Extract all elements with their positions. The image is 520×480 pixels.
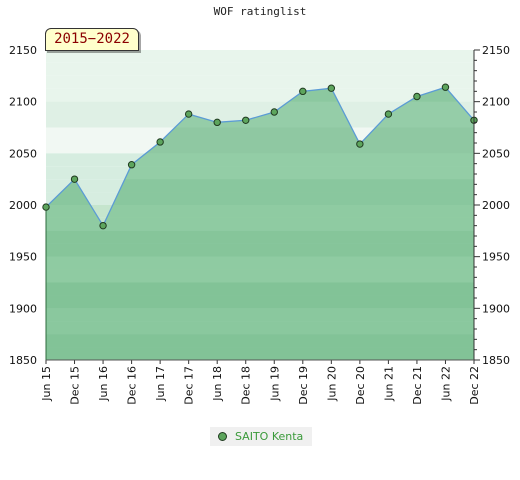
- plot-band: [46, 62, 474, 76]
- data-point: [384, 110, 393, 118]
- y-tick-label-right: 2050: [482, 147, 510, 160]
- y-tick-label-right: 1900: [482, 302, 510, 315]
- x-tick-label: Dec 16: [126, 366, 139, 405]
- area-stripe: [46, 334, 474, 360]
- x-tick-label: Jun 19: [268, 366, 281, 402]
- y-tick-label-right: 2150: [482, 44, 510, 57]
- data-point: [42, 203, 50, 211]
- x-tick-label: Jun 18: [211, 366, 224, 402]
- data-point: [242, 116, 250, 124]
- x-tick-label: Dec 22: [468, 366, 481, 405]
- area-stripe: [46, 282, 474, 309]
- series-area: [46, 87, 474, 360]
- x-tick-label: Dec 15: [69, 366, 82, 405]
- y-tick-label-right: 1950: [482, 251, 510, 264]
- data-point: [441, 83, 450, 91]
- data-point: [270, 108, 278, 116]
- period-badge: 2015−2022: [45, 28, 139, 51]
- data-point: [127, 161, 136, 169]
- plot-band: [46, 75, 474, 89]
- data-point: [299, 87, 307, 96]
- data-point: [156, 138, 164, 146]
- area-stripe: [46, 230, 474, 257]
- data-point: [327, 84, 336, 92]
- data-point: [413, 92, 421, 101]
- x-tick-label: Jun 22: [439, 366, 452, 402]
- y-tick-label-left: 1850: [9, 354, 37, 367]
- x-tick-label: Jun 16: [97, 366, 110, 402]
- y-tick-label-right: 2000: [482, 199, 510, 212]
- data-point: [99, 221, 107, 230]
- legend-label: SAITO Kenta: [235, 430, 304, 443]
- y-tick-label-left: 1900: [9, 302, 37, 315]
- y-tick-label-right: 2100: [482, 96, 510, 109]
- plot-band: [46, 88, 474, 102]
- x-tick-label: Jun 15: [40, 366, 53, 402]
- x-tick-label: Dec 18: [240, 366, 253, 405]
- y-tick-label-right: 1850: [482, 354, 510, 367]
- data-point: [70, 175, 79, 183]
- x-tick-label: Dec 17: [183, 366, 196, 405]
- y-tick-label-left: 2050: [9, 147, 37, 160]
- plot-band: [46, 50, 474, 63]
- x-tick-label: Dec 21: [411, 366, 424, 405]
- x-tick-label: Jun 17: [154, 366, 167, 402]
- y-tick-label-left: 1950: [9, 251, 37, 264]
- y-tick-label-left: 2000: [9, 199, 37, 212]
- legend-marker-icon: [218, 432, 227, 441]
- y-tick-label-left: 2100: [9, 96, 37, 109]
- legend[interactable]: SAITO Kenta: [210, 427, 312, 446]
- x-tick-label: Dec 20: [354, 366, 367, 405]
- data-point: [184, 110, 193, 118]
- x-tick-label: Dec 19: [297, 366, 310, 405]
- series-line: [45, 86, 475, 228]
- y-tick-label-left: 2150: [9, 44, 37, 57]
- data-point: [213, 118, 221, 127]
- x-tick-label: Jun 21: [382, 366, 395, 402]
- x-tick-label: Jun 20: [325, 366, 338, 402]
- chart-title: WOF ratinglist: [213, 5, 307, 18]
- data-point: [356, 140, 364, 148]
